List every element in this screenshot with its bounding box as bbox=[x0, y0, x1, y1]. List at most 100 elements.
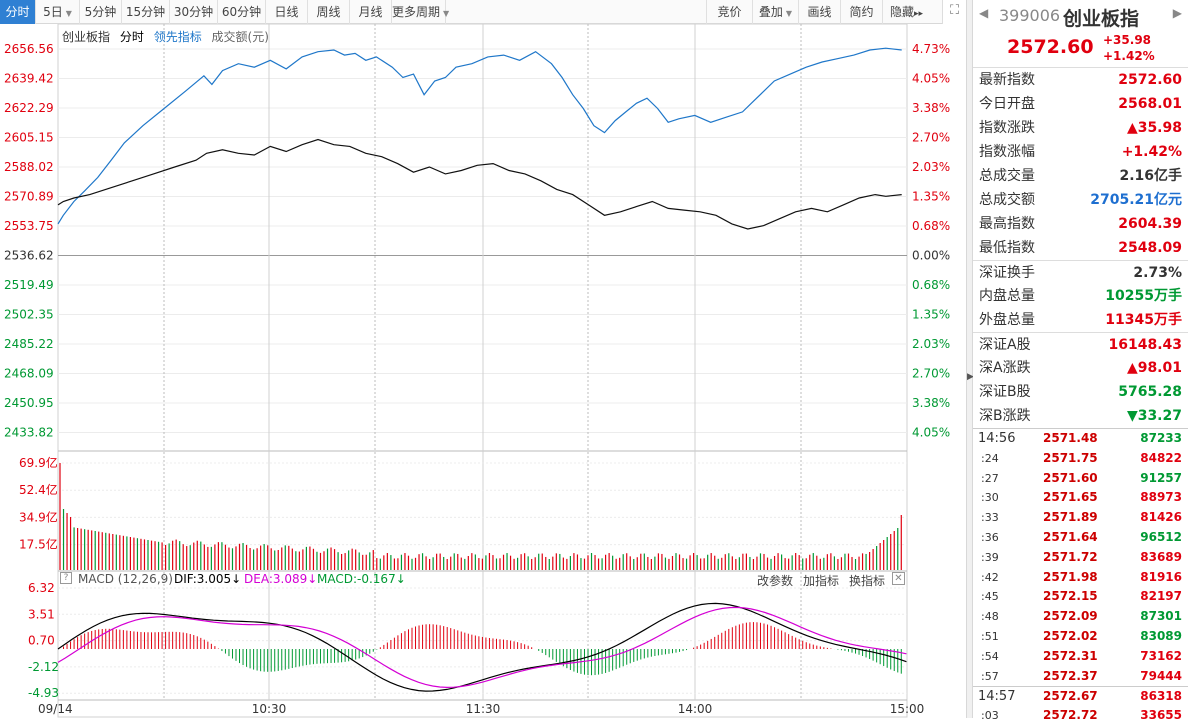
tick-time: :48 bbox=[981, 610, 999, 624]
stat-value: 2568.01 bbox=[1118, 96, 1182, 112]
collapse-arrow-icon[interactable]: ▶ bbox=[967, 372, 974, 382]
tool-button-0[interactable]: 竞价 bbox=[706, 0, 752, 24]
next-arrow-icon[interactable]: ▶ bbox=[1172, 6, 1182, 20]
period-tab-6[interactable]: 日线 bbox=[266, 0, 308, 24]
price-line bbox=[57, 47, 902, 225]
y-tick-label: 2570.89 bbox=[4, 190, 54, 204]
tick-row: :45 2572.15 82197 bbox=[973, 587, 1188, 607]
tool-button-4[interactable]: 隐藏▸▸ bbox=[882, 0, 930, 24]
period-tab-8[interactable]: 月线 bbox=[350, 0, 392, 24]
tick-row: :57 2572.37 79444 bbox=[973, 667, 1188, 687]
tick-volume: 83689 bbox=[1140, 549, 1182, 564]
dea-line bbox=[57, 606, 907, 689]
fullscreen-icon[interactable]: ⛶ bbox=[942, 0, 966, 24]
legend-leading-indicator[interactable]: 领先指标 bbox=[153, 30, 202, 44]
tool-label: 简约 bbox=[849, 5, 874, 19]
period-tab-0[interactable]: 分时 bbox=[0, 0, 36, 24]
tick-row: :03 2572.72 33655 bbox=[973, 706, 1188, 726]
tool-label: 竞价 bbox=[717, 5, 742, 19]
stat-label: 外盘总量 bbox=[979, 312, 1035, 328]
pct-tick-label: 1.35% bbox=[912, 308, 950, 322]
tick-time: :39 bbox=[981, 550, 999, 564]
add-indicator-button[interactable]: 加指标 bbox=[803, 574, 840, 588]
period-tab-1[interactable]: 5日 ▼ bbox=[36, 0, 80, 24]
x-tick-label: 15:00 bbox=[890, 702, 925, 716]
legend-mode: 分时 bbox=[119, 30, 144, 44]
panel-splitter[interactable]: ▶ bbox=[966, 0, 974, 718]
prev-arrow-icon[interactable]: ◀ bbox=[979, 6, 989, 20]
stat-value: 2604.39 bbox=[1118, 216, 1182, 232]
period-tab-3[interactable]: 15分钟 bbox=[122, 0, 170, 24]
tick-price: 2572.37 bbox=[1043, 668, 1098, 683]
chart-area[interactable]: 2656.56 4.73% 2639.42 4.05% 2622.29 3.38% 2605… bbox=[0, 0, 966, 718]
chevron-down-icon: ▼ bbox=[785, 9, 793, 18]
average-line bbox=[57, 138, 902, 230]
tick-row: :48 2572.09 87301 bbox=[973, 607, 1188, 627]
tool-label: 隐藏 bbox=[889, 5, 914, 19]
pct-tick-label: 2.03% bbox=[912, 337, 950, 351]
stat-value: 2705.21亿元 bbox=[1090, 192, 1182, 208]
pct-tick-label: 0.68% bbox=[912, 219, 950, 233]
tick-row: 14:57 2572.67 86318 bbox=[973, 686, 1188, 706]
tick-time: :24 bbox=[981, 451, 999, 465]
close-icon[interactable]: ✕ bbox=[892, 572, 905, 585]
tick-volume: 88973 bbox=[1140, 490, 1182, 505]
tick-volume: 79444 bbox=[1140, 668, 1182, 683]
period-tab-7[interactable]: 周线 bbox=[308, 0, 350, 24]
stat-label: 深证换手 bbox=[979, 265, 1035, 281]
period-tab-9[interactable]: 更多周期 ▼ bbox=[392, 0, 449, 24]
tick-price: 2572.67 bbox=[1043, 689, 1098, 704]
tool-button-1[interactable]: 叠加 ▼ bbox=[752, 0, 798, 24]
tick-time: :36 bbox=[981, 530, 999, 544]
macd-tick-label: 6.32 bbox=[28, 581, 55, 595]
stat-value: +1.42% bbox=[1121, 144, 1182, 160]
stat-value: 11345万手 bbox=[1105, 312, 1182, 328]
stat-label: 深证B股 bbox=[979, 384, 1031, 400]
period-tab-5[interactable]: 60分钟 bbox=[218, 0, 266, 24]
stat-value: 16148.43 bbox=[1108, 337, 1182, 353]
macd-label: MACD (12,26,9) bbox=[78, 572, 173, 586]
tick-time: :33 bbox=[981, 511, 999, 525]
y-tick-label: 2639.42 bbox=[4, 72, 54, 86]
macd-dea: DEA:3.089↓ bbox=[244, 572, 318, 586]
macd-dif: DIF:3.005↓ bbox=[174, 572, 242, 586]
stat-label: 总成交量 bbox=[979, 168, 1035, 184]
tick-time: :30 bbox=[981, 491, 999, 505]
stat-row: 深A涨跌 ▲98.01 bbox=[973, 356, 1188, 380]
y-tick-label: 2450.95 bbox=[4, 396, 54, 410]
tick-volume: 83089 bbox=[1140, 628, 1182, 643]
stat-label: 今日开盘 bbox=[979, 96, 1035, 112]
tick-time: :27 bbox=[981, 471, 999, 485]
index-name: 创业板指 bbox=[1063, 8, 1140, 30]
tick-price: 2571.75 bbox=[1043, 450, 1098, 465]
tick-price: 2571.65 bbox=[1043, 490, 1098, 505]
tool-button-3[interactable]: 简约 bbox=[840, 0, 882, 24]
edit-params-button[interactable]: 改参数 bbox=[757, 574, 794, 588]
stat-value: 2.73% bbox=[1133, 265, 1182, 281]
tick-time: :42 bbox=[981, 570, 999, 584]
change-pct: +1.42% bbox=[1103, 49, 1155, 63]
tick-time: 14:56 bbox=[978, 431, 1016, 446]
tick-time: :51 bbox=[981, 629, 999, 643]
switch-indicator-button[interactable]: 换指标 bbox=[849, 574, 886, 588]
period-tab-2[interactable]: 5分钟 bbox=[80, 0, 122, 24]
help-icon[interactable]: ? bbox=[60, 572, 72, 584]
tick-volume: 91257 bbox=[1140, 470, 1182, 485]
period-tab-4[interactable]: 30分钟 bbox=[170, 0, 218, 24]
macd-tick-label: -2.12 bbox=[28, 660, 59, 674]
chevron-down-icon: ▼ bbox=[65, 9, 72, 18]
tool-button-2[interactable]: 画线 bbox=[798, 0, 840, 24]
tick-list[interactable]: 14:56 2571.48 87233:24 2571.75 84822:27 2571.… bbox=[973, 428, 1188, 726]
tick-time: :57 bbox=[981, 669, 999, 683]
x-tick-label: 10:30 bbox=[252, 702, 287, 716]
change-value: +35.98 bbox=[1103, 33, 1152, 47]
stat-label: 深证A股 bbox=[979, 337, 1031, 353]
stat-value: ▲35.98 bbox=[1126, 120, 1182, 136]
period-label: 5日 bbox=[43, 5, 63, 19]
stat-row: 总成交额 2705.21亿元 bbox=[973, 188, 1188, 212]
pct-tick-label: 3.38% bbox=[912, 396, 950, 410]
y-tick-label: 2588.02 bbox=[4, 160, 54, 174]
tick-price: 2572.31 bbox=[1043, 648, 1098, 663]
pct-tick-label: 2.70% bbox=[912, 367, 950, 381]
volume-tick-label: 69.9亿 bbox=[19, 455, 58, 470]
